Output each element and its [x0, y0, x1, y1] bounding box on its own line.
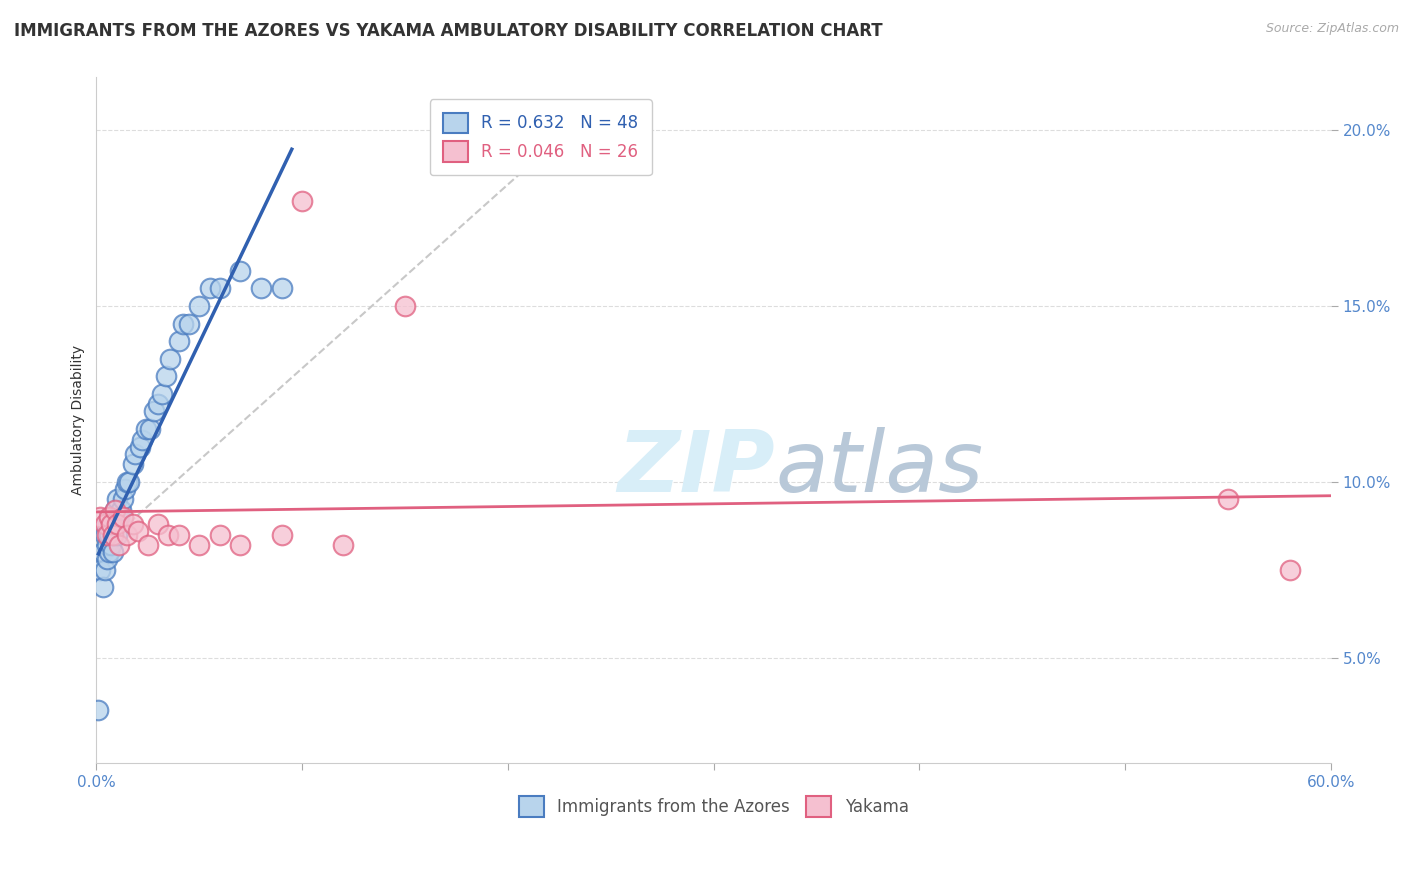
- Point: [104, 503, 127, 517]
- Point: [118, 475, 141, 489]
- Point: [167, 527, 190, 541]
- Point: [108, 538, 131, 552]
- Point: [93, 516, 115, 531]
- Point: [110, 503, 132, 517]
- Point: [104, 516, 127, 531]
- Point: [104, 503, 127, 517]
- Point: [135, 422, 157, 436]
- Point: [270, 281, 292, 295]
- Point: [108, 510, 131, 524]
- Point: [93, 527, 115, 541]
- Point: [188, 538, 211, 552]
- Point: [100, 516, 122, 531]
- Point: [96, 527, 118, 541]
- Point: [198, 281, 221, 295]
- Point: [250, 281, 273, 295]
- Point: [155, 369, 177, 384]
- Point: [91, 580, 114, 594]
- Point: [124, 447, 146, 461]
- Point: [128, 440, 150, 454]
- Point: [157, 527, 180, 541]
- Point: [101, 527, 124, 541]
- Point: [229, 538, 252, 552]
- Point: [96, 538, 118, 552]
- Point: [127, 524, 149, 538]
- Point: [105, 492, 128, 507]
- Point: [1278, 563, 1301, 577]
- Point: [115, 475, 138, 489]
- Point: [146, 516, 169, 531]
- Point: [188, 299, 211, 313]
- Point: [97, 510, 120, 524]
- Point: [100, 538, 122, 552]
- Point: [172, 317, 194, 331]
- Point: [101, 545, 124, 559]
- Point: [97, 510, 120, 524]
- Point: [97, 527, 120, 541]
- Point: [146, 397, 169, 411]
- Point: [177, 317, 200, 331]
- Point: [394, 299, 416, 313]
- Point: [89, 510, 111, 524]
- Point: [89, 563, 111, 577]
- Y-axis label: Ambulatory Disability: Ambulatory Disability: [72, 345, 86, 495]
- Point: [100, 516, 122, 531]
- Point: [208, 281, 231, 295]
- Point: [122, 457, 145, 471]
- Point: [115, 527, 138, 541]
- Point: [143, 404, 166, 418]
- Point: [150, 387, 173, 401]
- Point: [91, 545, 114, 559]
- Legend: Immigrants from the Azores, Yakama: Immigrants from the Azores, Yakama: [512, 789, 915, 823]
- Text: Source: ZipAtlas.com: Source: ZipAtlas.com: [1265, 22, 1399, 36]
- Point: [229, 264, 252, 278]
- Text: ZIP: ZIP: [617, 426, 775, 510]
- Point: [136, 538, 159, 552]
- Point: [93, 563, 115, 577]
- Point: [139, 422, 162, 436]
- Point: [208, 527, 231, 541]
- Point: [101, 527, 124, 541]
- Point: [114, 482, 136, 496]
- Point: [291, 194, 314, 208]
- Point: [122, 516, 145, 531]
- Point: [270, 527, 292, 541]
- Point: [105, 527, 128, 541]
- Point: [1216, 492, 1239, 507]
- Point: [131, 433, 153, 447]
- Text: atlas: atlas: [775, 426, 983, 510]
- Point: [159, 351, 181, 366]
- Point: [101, 510, 124, 524]
- Point: [96, 516, 118, 531]
- Point: [96, 552, 118, 566]
- Point: [105, 516, 128, 531]
- Point: [105, 510, 128, 524]
- Point: [112, 492, 135, 507]
- Point: [112, 510, 135, 524]
- Point: [97, 545, 120, 559]
- Point: [87, 703, 110, 717]
- Point: [167, 334, 190, 348]
- Point: [332, 538, 354, 552]
- Text: IMMIGRANTS FROM THE AZORES VS YAKAMA AMBULATORY DISABILITY CORRELATION CHART: IMMIGRANTS FROM THE AZORES VS YAKAMA AMB…: [14, 22, 883, 40]
